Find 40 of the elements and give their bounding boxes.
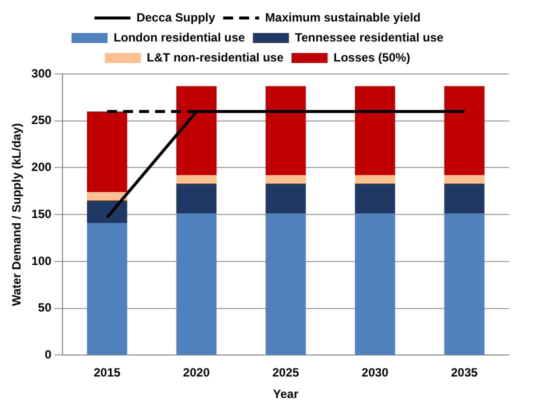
bar — [444, 214, 484, 355]
bar — [176, 184, 216, 214]
y-tick-label: 150 — [31, 206, 52, 221]
legend-label: London residential use — [114, 30, 246, 44]
bar — [266, 86, 306, 176]
x-tick-label: 2035 — [450, 366, 478, 380]
bar — [176, 214, 216, 355]
bar — [86, 192, 128, 201]
bar — [354, 214, 396, 355]
bar — [86, 223, 128, 355]
legend-label: Tennessee residential use — [294, 30, 444, 44]
bar — [266, 184, 306, 214]
bar — [354, 175, 396, 184]
bar — [86, 200, 128, 224]
y-tick-label: 0 — [44, 348, 52, 362]
y-axis-title: Water Demand / Supply (kL/day) — [10, 123, 24, 306]
bar — [354, 184, 396, 214]
y-tick-label: 100 — [31, 254, 52, 268]
bar — [176, 86, 216, 176]
y-tick-label: 250 — [31, 113, 52, 128]
bar — [266, 175, 306, 184]
bar — [266, 214, 306, 355]
x-tick-label: 2025 — [272, 366, 300, 380]
x-tick-label: 2015 — [94, 366, 121, 380]
legend-label: Maximum sustainable yield — [265, 10, 421, 24]
y-tick-label: 50 — [38, 300, 52, 315]
bar — [354, 86, 396, 176]
y-tick-label: 300 — [31, 66, 52, 80]
legend-label: Losses (50%) — [333, 50, 410, 64]
y-tick-label: 200 — [31, 160, 52, 174]
x-tick-label: 2020 — [183, 366, 210, 380]
bar — [86, 111, 128, 192]
x-tick-label: 2030 — [362, 366, 389, 380]
x-axis-title: Year — [273, 387, 299, 402]
legend-label: Decca Supply — [136, 10, 216, 24]
bar — [444, 184, 484, 214]
legend-label: L&T non-residential use — [146, 50, 284, 64]
bar — [444, 175, 484, 184]
bar — [444, 86, 484, 176]
bar — [176, 175, 216, 184]
